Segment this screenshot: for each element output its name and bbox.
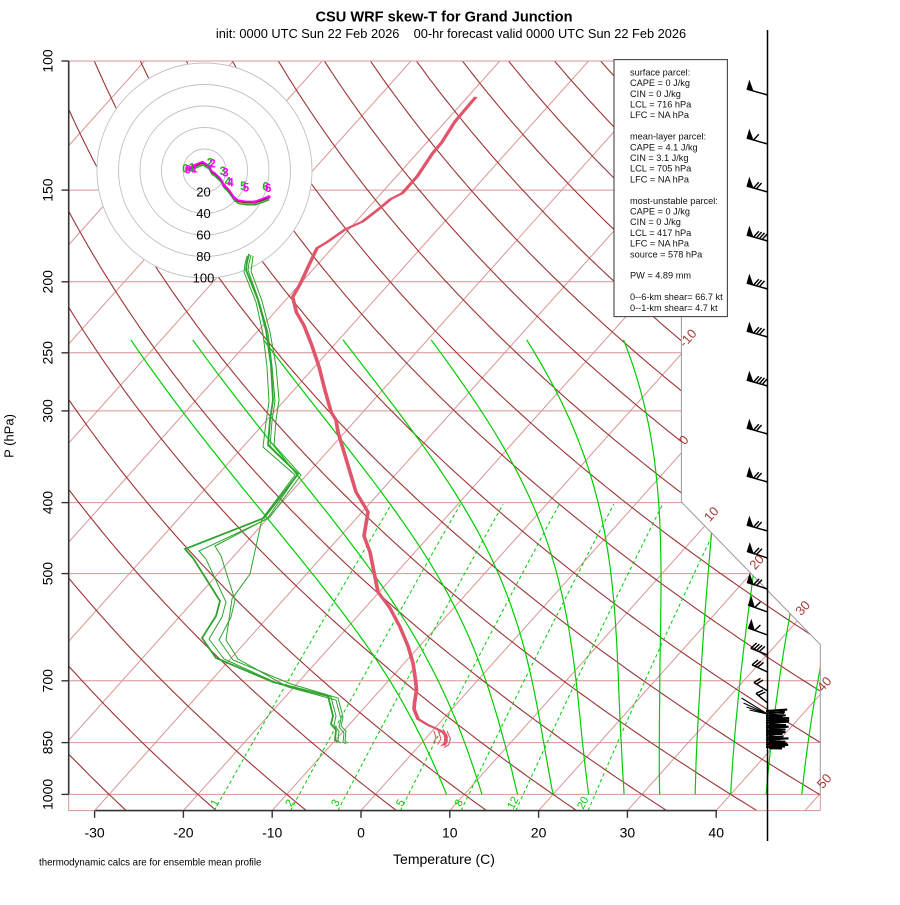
svg-text:400: 400 [40, 491, 56, 515]
svg-text:100: 100 [40, 49, 56, 73]
svg-text:250: 250 [40, 341, 56, 365]
svg-text:surface parcel:: surface parcel: [630, 67, 690, 77]
svg-text:0--6-km shear= 66.7 kt: 0--6-km shear= 66.7 kt [630, 292, 723, 302]
svg-text:LFC = NA hPa: LFC = NA hPa [630, 174, 690, 184]
svg-text:10: 10 [442, 825, 458, 841]
svg-text:mean-layer parcel:: mean-layer parcel: [630, 132, 706, 142]
svg-text:CSU WRF skew-T for Grand Junct: CSU WRF skew-T for Grand Junction [315, 10, 572, 26]
svg-text:CIN = 0 J/kg: CIN = 0 J/kg [630, 89, 681, 99]
svg-text:LFC = NA hPa: LFC = NA hPa [630, 239, 690, 249]
svg-text:4: 4 [227, 178, 234, 190]
svg-text:P (hPa): P (hPa) [2, 414, 17, 458]
svg-text:850: 850 [40, 731, 56, 755]
svg-text:CIN = 3.1 J/kg: CIN = 3.1 J/kg [630, 153, 688, 163]
svg-text:LCL = 716 hPa: LCL = 716 hPa [630, 100, 692, 110]
svg-text:300: 300 [40, 399, 56, 423]
svg-text:60: 60 [196, 228, 210, 243]
svg-text:20: 20 [196, 185, 210, 200]
svg-text:CAPE = 0 J/kg: CAPE = 0 J/kg [630, 207, 690, 217]
svg-text:1000: 1000 [40, 779, 56, 810]
svg-text:0: 0 [357, 825, 365, 841]
svg-text:LFC = NA hPa: LFC = NA hPa [630, 110, 690, 120]
svg-text:700: 700 [40, 669, 56, 693]
svg-text:-20: -20 [173, 825, 193, 841]
svg-text:thermodynamic calcs are for en: thermodynamic calcs are for ensemble mea… [39, 858, 261, 869]
svg-text:40: 40 [708, 825, 724, 841]
svg-text:500: 500 [40, 562, 56, 586]
svg-text:100: 100 [193, 271, 215, 286]
svg-text:0--1-km shear= 4.7 kt: 0--1-km shear= 4.7 kt [630, 303, 718, 313]
svg-text:150: 150 [40, 178, 56, 202]
svg-text:LCL = 705 hPa: LCL = 705 hPa [630, 164, 692, 174]
svg-text:PW = 4.89 mm: PW = 4.89 mm [630, 271, 691, 281]
svg-text:CAPE = 0 J/kg: CAPE = 0 J/kg [630, 78, 690, 88]
svg-text:CAPE = 4.1 J/kg: CAPE = 4.1 J/kg [630, 142, 698, 152]
svg-text:5: 5 [243, 182, 250, 194]
svg-text:-30: -30 [84, 825, 104, 841]
svg-text:6: 6 [265, 183, 271, 195]
svg-text:40: 40 [196, 206, 210, 221]
svg-text:2: 2 [209, 159, 215, 171]
svg-text:CIN = 0 J/kg: CIN = 0 J/kg [630, 217, 681, 227]
svg-text:-10: -10 [262, 825, 282, 841]
svg-text:200: 200 [40, 270, 56, 294]
svg-text:source = 578 hPa: source = 578 hPa [630, 249, 703, 259]
svg-text:1: 1 [191, 164, 198, 176]
svg-text:Temperature (C): Temperature (C) [393, 851, 495, 867]
svg-text:20: 20 [531, 825, 547, 841]
svg-text:80: 80 [196, 249, 210, 264]
svg-text:most-unstable parcel:: most-unstable parcel: [630, 196, 718, 206]
svg-text:30: 30 [620, 825, 636, 841]
svg-text:LCL = 417 hPa: LCL = 417 hPa [630, 228, 692, 238]
svg-text:init: 0000 UTC Sun 22 Feb 2026: init: 0000 UTC Sun 22 Feb 2026 00-hr for… [216, 26, 686, 41]
